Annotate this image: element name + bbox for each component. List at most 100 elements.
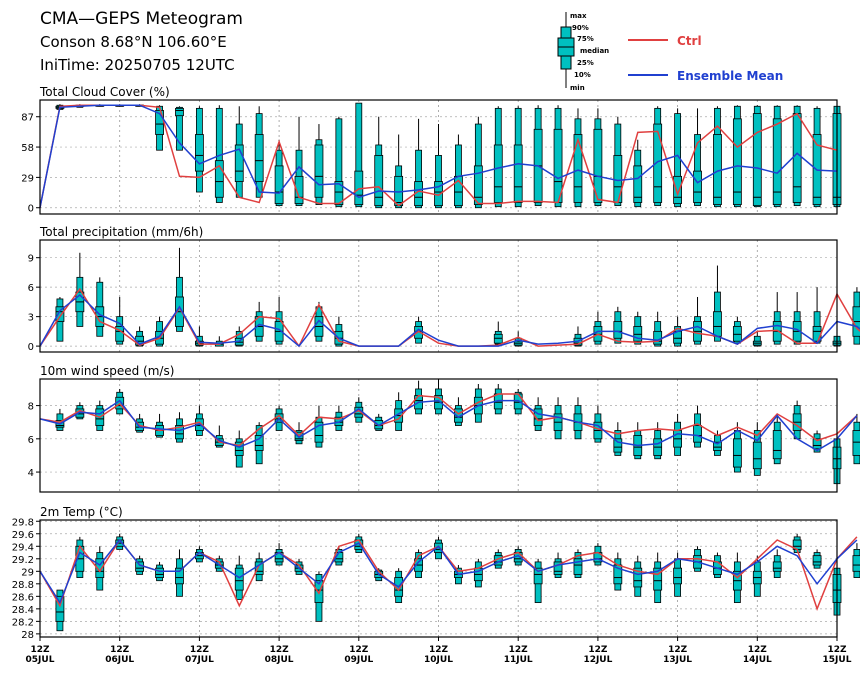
box-inner <box>633 567 643 588</box>
ensemble-box <box>593 108 603 207</box>
xtick-date: 12JUL <box>583 655 612 665</box>
ytick-label: 29 <box>21 567 34 578</box>
ensemble-box <box>493 321 503 345</box>
ensemble-box <box>254 106 264 198</box>
ensemble-box <box>573 108 583 208</box>
ytick-label: 28.4 <box>12 605 34 616</box>
box-inner <box>55 595 65 622</box>
box-inner <box>513 144 523 203</box>
box-inner <box>95 558 105 578</box>
xtick-hour: 12Z <box>190 645 210 655</box>
xtick-date: 10JUL <box>424 655 453 665</box>
box-inner <box>673 567 682 585</box>
ensemble-box <box>713 106 722 208</box>
panel-2: 10m wind speed (m/s) 4 6 8 <box>28 364 860 493</box>
ensemble-box <box>573 549 583 578</box>
location-label: Conson 8.68°N 106.60°E <box>40 33 227 51</box>
ensemble-mean-line <box>39 399 858 452</box>
legend-median: median <box>580 47 609 55</box>
xtick-hour: 12Z <box>588 645 608 655</box>
xtick-hour: 12Z <box>509 645 529 655</box>
ensemble-box <box>473 116 483 209</box>
box-inner <box>194 134 204 172</box>
box-outer <box>355 102 363 208</box>
ensemble-box <box>434 124 443 209</box>
ensemble-box <box>55 589 65 632</box>
ensemble-box <box>175 549 184 597</box>
box-inner <box>374 155 384 207</box>
box-inner <box>294 175 304 204</box>
legend-75: 75% <box>577 35 594 43</box>
ensemble-box <box>653 422 663 460</box>
xtick-hour: 12Z <box>349 645 369 655</box>
ensemble-box <box>693 108 702 207</box>
box-inner <box>573 558 583 575</box>
box-inner <box>214 160 224 198</box>
box-outer <box>335 118 343 208</box>
xtick-hour: 12Z <box>827 645 847 655</box>
box-inner <box>653 330 663 345</box>
ensemble-box <box>194 106 204 193</box>
panel-frame <box>39 378 838 493</box>
box-inner <box>653 123 663 203</box>
ensemble-box <box>752 331 762 347</box>
box-inner <box>593 128 603 203</box>
ensemble-box <box>294 116 304 207</box>
box-inner <box>653 567 663 591</box>
panel-title: 10m wind speed (m/s) <box>40 364 174 378</box>
ensemble-box <box>234 430 244 468</box>
box-inner <box>713 441 722 451</box>
box-inner <box>713 134 722 205</box>
x-axis: 12Z05JUL12Z06JUL12Z07JUL12Z08JUL12Z09JUL… <box>26 637 852 665</box>
box-inner <box>175 425 184 440</box>
ensemble-box <box>254 301 264 342</box>
ensemble-box <box>175 247 184 332</box>
ensemble-box <box>95 277 105 337</box>
panel-title: 2m Temp (°C) <box>40 505 123 519</box>
ensemble-box <box>772 413 782 465</box>
panel-title: Total precipitation (mm/6h) <box>39 225 203 239</box>
ensemble-box <box>653 106 663 207</box>
box-inner <box>752 113 762 207</box>
box-inner <box>752 441 762 470</box>
box-inner <box>812 326 822 342</box>
ensemble-box <box>533 105 543 207</box>
ensemble-box <box>314 124 324 205</box>
ensemble-box <box>274 543 284 566</box>
ensemble-box <box>852 287 860 345</box>
ensemble-box <box>713 552 722 578</box>
panel-1: Total precipitation (mm/6h) 0 3 6 9 <box>28 225 860 353</box>
ensemble-box <box>573 397 583 440</box>
box-inner <box>254 435 264 451</box>
ensemble-box <box>414 380 423 415</box>
box-inner <box>812 438 822 450</box>
ensemble-box <box>593 405 603 443</box>
ensemble-box <box>493 106 503 208</box>
box-inner <box>613 321 623 339</box>
box-inner <box>234 567 244 591</box>
ensemble-box <box>852 413 860 465</box>
box-inner <box>314 144 324 198</box>
ctrl-line <box>39 393 858 447</box>
ytick-label: 28.6 <box>12 592 34 603</box>
ensemble-box <box>414 118 423 209</box>
xtick-hour: 12Z <box>429 645 449 655</box>
ensemble-box <box>513 106 523 208</box>
ensemble-box <box>75 536 85 578</box>
ytick-label: 4 <box>28 468 34 479</box>
ensemble-box <box>553 105 563 208</box>
ytick-label: 0 <box>28 204 34 215</box>
xtick-hour: 12Z <box>110 645 130 655</box>
xtick-hour: 12Z <box>270 645 290 655</box>
xtick-hour: 12Z <box>668 645 688 655</box>
box-inner <box>613 438 623 453</box>
panels: Total Cloud Cover (%) 0 29 58 87 Total precip… <box>12 85 860 641</box>
box-inner <box>772 118 782 205</box>
box-inner <box>693 170 702 203</box>
ensemble-box <box>732 316 742 344</box>
ensemble-box <box>812 430 822 453</box>
xtick-date: 15JUL <box>823 655 852 665</box>
ensemble-mean-line <box>39 104 838 208</box>
